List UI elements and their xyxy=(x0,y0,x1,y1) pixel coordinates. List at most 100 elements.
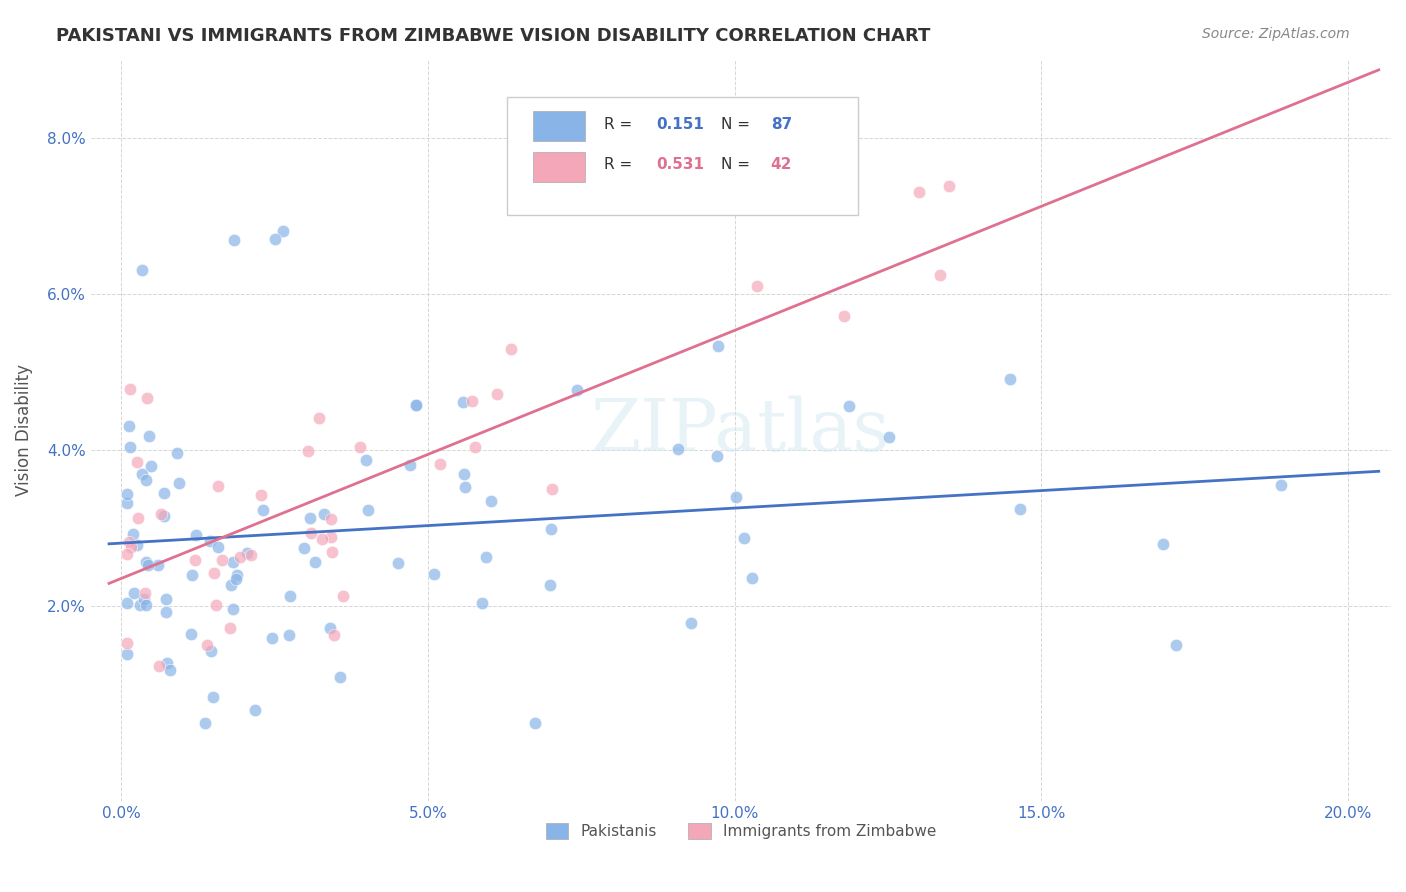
Point xyxy=(139,459,162,474)
Point xyxy=(156,656,179,670)
Point xyxy=(148,659,170,673)
Text: R =: R = xyxy=(605,118,637,132)
Text: 0.151: 0.151 xyxy=(657,118,704,132)
Text: N =: N = xyxy=(721,157,755,172)
Point xyxy=(461,394,484,409)
Point xyxy=(329,670,352,684)
Point xyxy=(308,411,330,425)
Point xyxy=(117,496,139,510)
Point xyxy=(464,440,486,454)
Point xyxy=(202,566,225,581)
Point xyxy=(471,596,494,610)
Point xyxy=(332,589,354,603)
Point xyxy=(304,555,326,569)
Point xyxy=(541,482,564,496)
Point xyxy=(131,263,153,277)
Point xyxy=(201,690,224,705)
Point xyxy=(117,547,139,561)
Point xyxy=(200,643,222,657)
Point xyxy=(149,508,172,522)
Point xyxy=(222,556,245,570)
Point xyxy=(252,503,274,517)
Point xyxy=(222,233,245,247)
Point xyxy=(1166,638,1188,652)
Point xyxy=(127,538,149,552)
Point xyxy=(183,553,205,567)
Text: 42: 42 xyxy=(770,157,792,172)
Point xyxy=(135,598,157,612)
Point xyxy=(122,585,145,599)
Point xyxy=(138,428,160,442)
Point xyxy=(135,391,157,405)
Point xyxy=(451,395,474,409)
Point xyxy=(733,531,755,545)
Point xyxy=(706,449,728,463)
Point xyxy=(538,578,561,592)
Point xyxy=(666,442,689,457)
Point xyxy=(152,508,174,523)
Point xyxy=(262,631,284,645)
Point xyxy=(322,627,344,641)
Point xyxy=(292,541,315,555)
Point xyxy=(429,457,451,471)
Point xyxy=(565,383,588,397)
Y-axis label: Vision Disability: Vision Disability xyxy=(15,364,32,496)
Point xyxy=(405,398,427,412)
Point xyxy=(225,572,247,586)
Point xyxy=(357,503,380,517)
Point xyxy=(117,597,139,611)
Point xyxy=(312,507,335,521)
Point xyxy=(399,458,422,472)
FancyBboxPatch shape xyxy=(533,112,585,141)
Point xyxy=(221,577,243,591)
Point xyxy=(453,467,475,481)
Point xyxy=(204,598,226,612)
Point xyxy=(278,589,301,603)
Point xyxy=(166,445,188,459)
Point xyxy=(211,553,233,567)
Point xyxy=(311,532,333,546)
Point xyxy=(706,339,728,353)
Point xyxy=(136,558,159,572)
Point xyxy=(387,556,409,570)
Point xyxy=(120,540,142,554)
Text: Source: ZipAtlas.com: Source: ZipAtlas.com xyxy=(1202,27,1350,41)
Point xyxy=(681,616,703,631)
Point xyxy=(117,648,139,662)
Point xyxy=(229,550,252,565)
Point xyxy=(131,467,153,481)
Point xyxy=(540,522,562,536)
FancyBboxPatch shape xyxy=(533,153,585,182)
Text: 0.531: 0.531 xyxy=(657,157,704,172)
Point xyxy=(135,556,157,570)
Point xyxy=(405,398,427,412)
Text: N =: N = xyxy=(721,118,755,132)
Point xyxy=(423,567,446,582)
Point xyxy=(745,279,768,293)
Point xyxy=(159,663,181,677)
Point xyxy=(117,419,139,434)
Point xyxy=(741,571,763,585)
Point xyxy=(198,534,221,549)
Point xyxy=(877,430,900,444)
Point xyxy=(118,535,141,549)
Point xyxy=(998,371,1021,385)
Point xyxy=(117,636,139,650)
Point xyxy=(354,453,377,467)
Legend: Pakistanis, Immigrants from Zimbabwe: Pakistanis, Immigrants from Zimbabwe xyxy=(540,817,942,845)
Point xyxy=(155,605,177,619)
Point xyxy=(180,626,202,640)
Text: R =: R = xyxy=(605,157,637,172)
Point xyxy=(226,567,249,582)
Point xyxy=(184,528,207,542)
Point xyxy=(907,186,929,200)
Point xyxy=(832,309,855,323)
Point xyxy=(194,715,217,730)
Point xyxy=(319,530,342,544)
Point xyxy=(195,638,218,652)
Point xyxy=(929,268,952,282)
Point xyxy=(299,526,322,541)
Point xyxy=(724,490,747,504)
Point xyxy=(454,480,477,494)
Point xyxy=(349,440,371,454)
